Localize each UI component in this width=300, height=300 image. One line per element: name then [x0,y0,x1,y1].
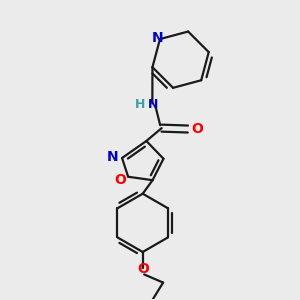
Text: O: O [137,262,149,277]
Text: N: N [151,31,163,45]
Text: O: O [114,173,126,187]
Text: N: N [107,150,118,164]
Text: N: N [148,98,158,111]
Text: H: H [135,98,145,111]
Text: O: O [191,122,203,136]
